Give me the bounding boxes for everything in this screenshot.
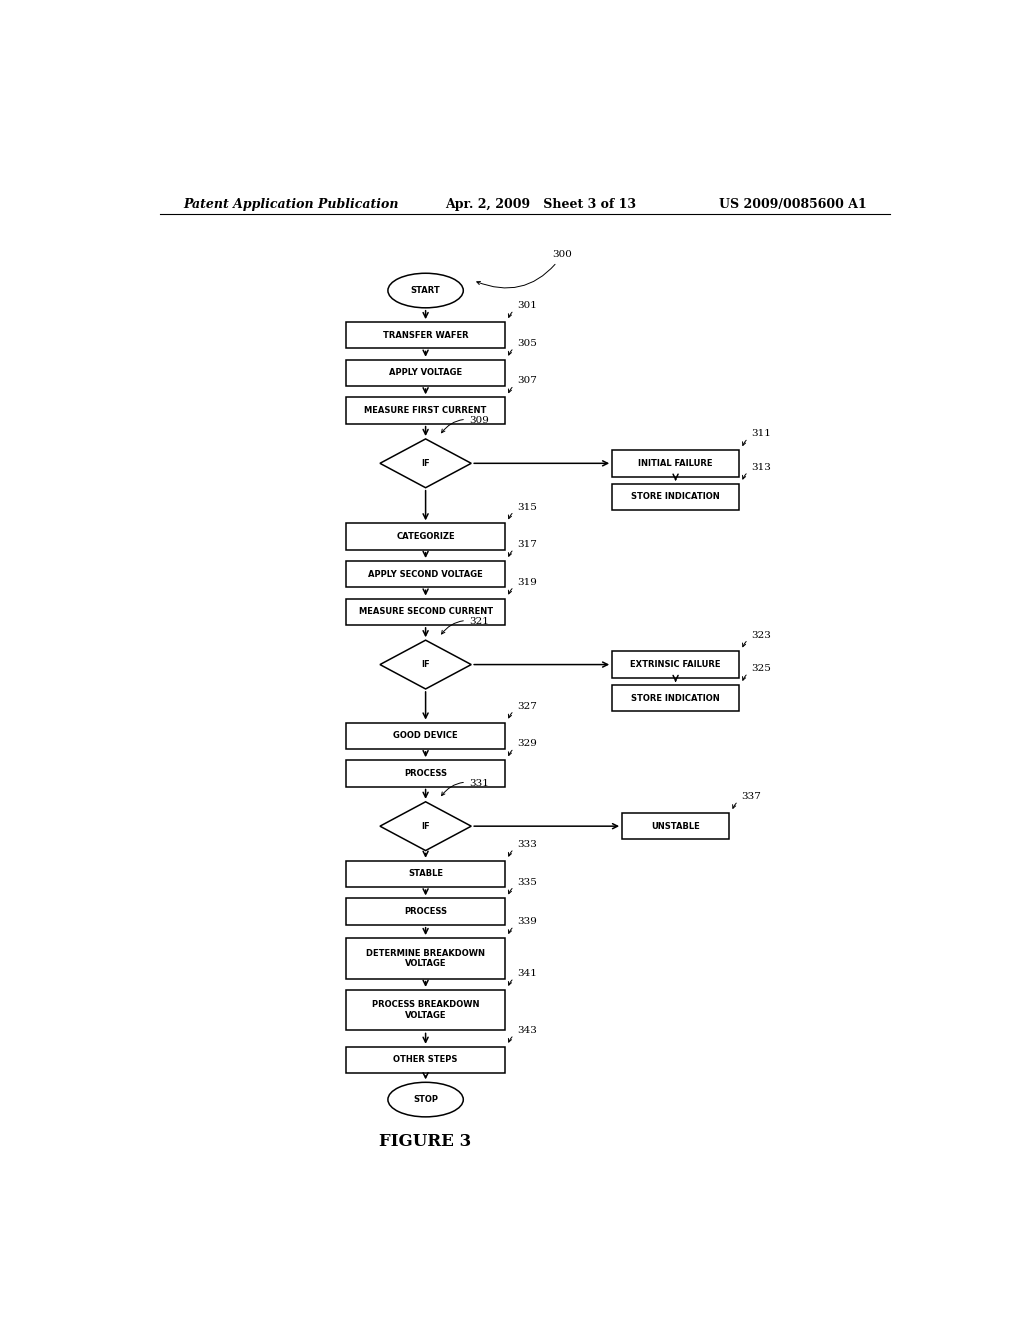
FancyBboxPatch shape	[346, 523, 505, 549]
Text: STOP: STOP	[413, 1096, 438, 1104]
Polygon shape	[380, 801, 471, 850]
Text: 311: 311	[742, 429, 771, 445]
Text: Apr. 2, 2009   Sheet 3 of 13: Apr. 2, 2009 Sheet 3 of 13	[445, 198, 637, 211]
Text: CATEGORIZE: CATEGORIZE	[396, 532, 455, 541]
Text: TRANSFER WAFER: TRANSFER WAFER	[383, 331, 468, 339]
Text: 307: 307	[508, 376, 537, 392]
Text: 331: 331	[441, 779, 488, 796]
Text: 335: 335	[508, 878, 537, 894]
Ellipse shape	[388, 273, 463, 308]
Text: STORE INDICATION: STORE INDICATION	[631, 693, 720, 702]
Text: OTHER STEPS: OTHER STEPS	[393, 1056, 458, 1064]
Text: APPLY SECOND VOLTAGE: APPLY SECOND VOLTAGE	[369, 570, 483, 578]
Text: EXTRINSIC FAILURE: EXTRINSIC FAILURE	[631, 660, 721, 669]
Text: 329: 329	[508, 739, 537, 755]
Text: UNSTABLE: UNSTABLE	[651, 821, 700, 830]
Polygon shape	[380, 640, 471, 689]
Text: MEASURE SECOND CURRENT: MEASURE SECOND CURRENT	[358, 607, 493, 616]
FancyBboxPatch shape	[622, 813, 729, 840]
Text: PROCESS: PROCESS	[404, 907, 447, 916]
Text: US 2009/0085600 A1: US 2009/0085600 A1	[719, 198, 867, 211]
Text: 321: 321	[441, 618, 488, 634]
Text: DETERMINE BREAKDOWN
VOLTAGE: DETERMINE BREAKDOWN VOLTAGE	[367, 949, 485, 968]
Text: Patent Application Publication: Patent Application Publication	[183, 198, 399, 211]
FancyBboxPatch shape	[346, 1047, 505, 1073]
FancyBboxPatch shape	[346, 598, 505, 624]
Text: MEASURE FIRST CURRENT: MEASURE FIRST CURRENT	[365, 407, 486, 414]
Text: STORE INDICATION: STORE INDICATION	[631, 492, 720, 502]
Text: 341: 341	[508, 969, 537, 985]
Text: APPLY VOLTAGE: APPLY VOLTAGE	[389, 368, 462, 378]
Text: 323: 323	[742, 631, 771, 647]
FancyBboxPatch shape	[346, 561, 505, 587]
Text: IF: IF	[421, 459, 430, 467]
Text: 309: 309	[441, 416, 488, 433]
Text: 317: 317	[508, 540, 537, 556]
FancyBboxPatch shape	[346, 322, 505, 348]
Text: 327: 327	[508, 702, 537, 718]
FancyBboxPatch shape	[346, 990, 505, 1031]
Text: 300: 300	[477, 251, 572, 288]
FancyBboxPatch shape	[346, 397, 505, 424]
Ellipse shape	[388, 1082, 463, 1117]
FancyBboxPatch shape	[346, 861, 505, 887]
Text: 313: 313	[742, 463, 771, 479]
FancyBboxPatch shape	[346, 722, 505, 748]
FancyBboxPatch shape	[612, 483, 739, 510]
Text: IF: IF	[421, 660, 430, 669]
Text: 319: 319	[508, 578, 537, 594]
Text: 333: 333	[508, 840, 537, 857]
Text: 315: 315	[508, 503, 537, 519]
Text: 305: 305	[508, 339, 537, 355]
Text: 325: 325	[742, 664, 771, 680]
FancyBboxPatch shape	[612, 450, 739, 477]
FancyBboxPatch shape	[612, 651, 739, 677]
Text: PROCESS BREAKDOWN
VOLTAGE: PROCESS BREAKDOWN VOLTAGE	[372, 1001, 479, 1020]
Text: 337: 337	[732, 792, 761, 808]
FancyBboxPatch shape	[346, 939, 505, 978]
FancyBboxPatch shape	[346, 899, 505, 925]
Text: IF: IF	[421, 821, 430, 830]
Polygon shape	[380, 440, 471, 487]
Text: INITIAL FAILURE: INITIAL FAILURE	[638, 459, 713, 467]
Text: 339: 339	[508, 917, 537, 933]
Text: STABLE: STABLE	[409, 870, 443, 878]
Text: START: START	[411, 286, 440, 296]
FancyBboxPatch shape	[346, 760, 505, 787]
Text: 343: 343	[508, 1026, 537, 1041]
Text: PROCESS: PROCESS	[404, 768, 447, 777]
Text: FIGURE 3: FIGURE 3	[380, 1133, 472, 1150]
FancyBboxPatch shape	[612, 685, 739, 711]
FancyBboxPatch shape	[346, 359, 505, 385]
Text: 301: 301	[508, 301, 537, 317]
Text: GOOD DEVICE: GOOD DEVICE	[393, 731, 458, 741]
